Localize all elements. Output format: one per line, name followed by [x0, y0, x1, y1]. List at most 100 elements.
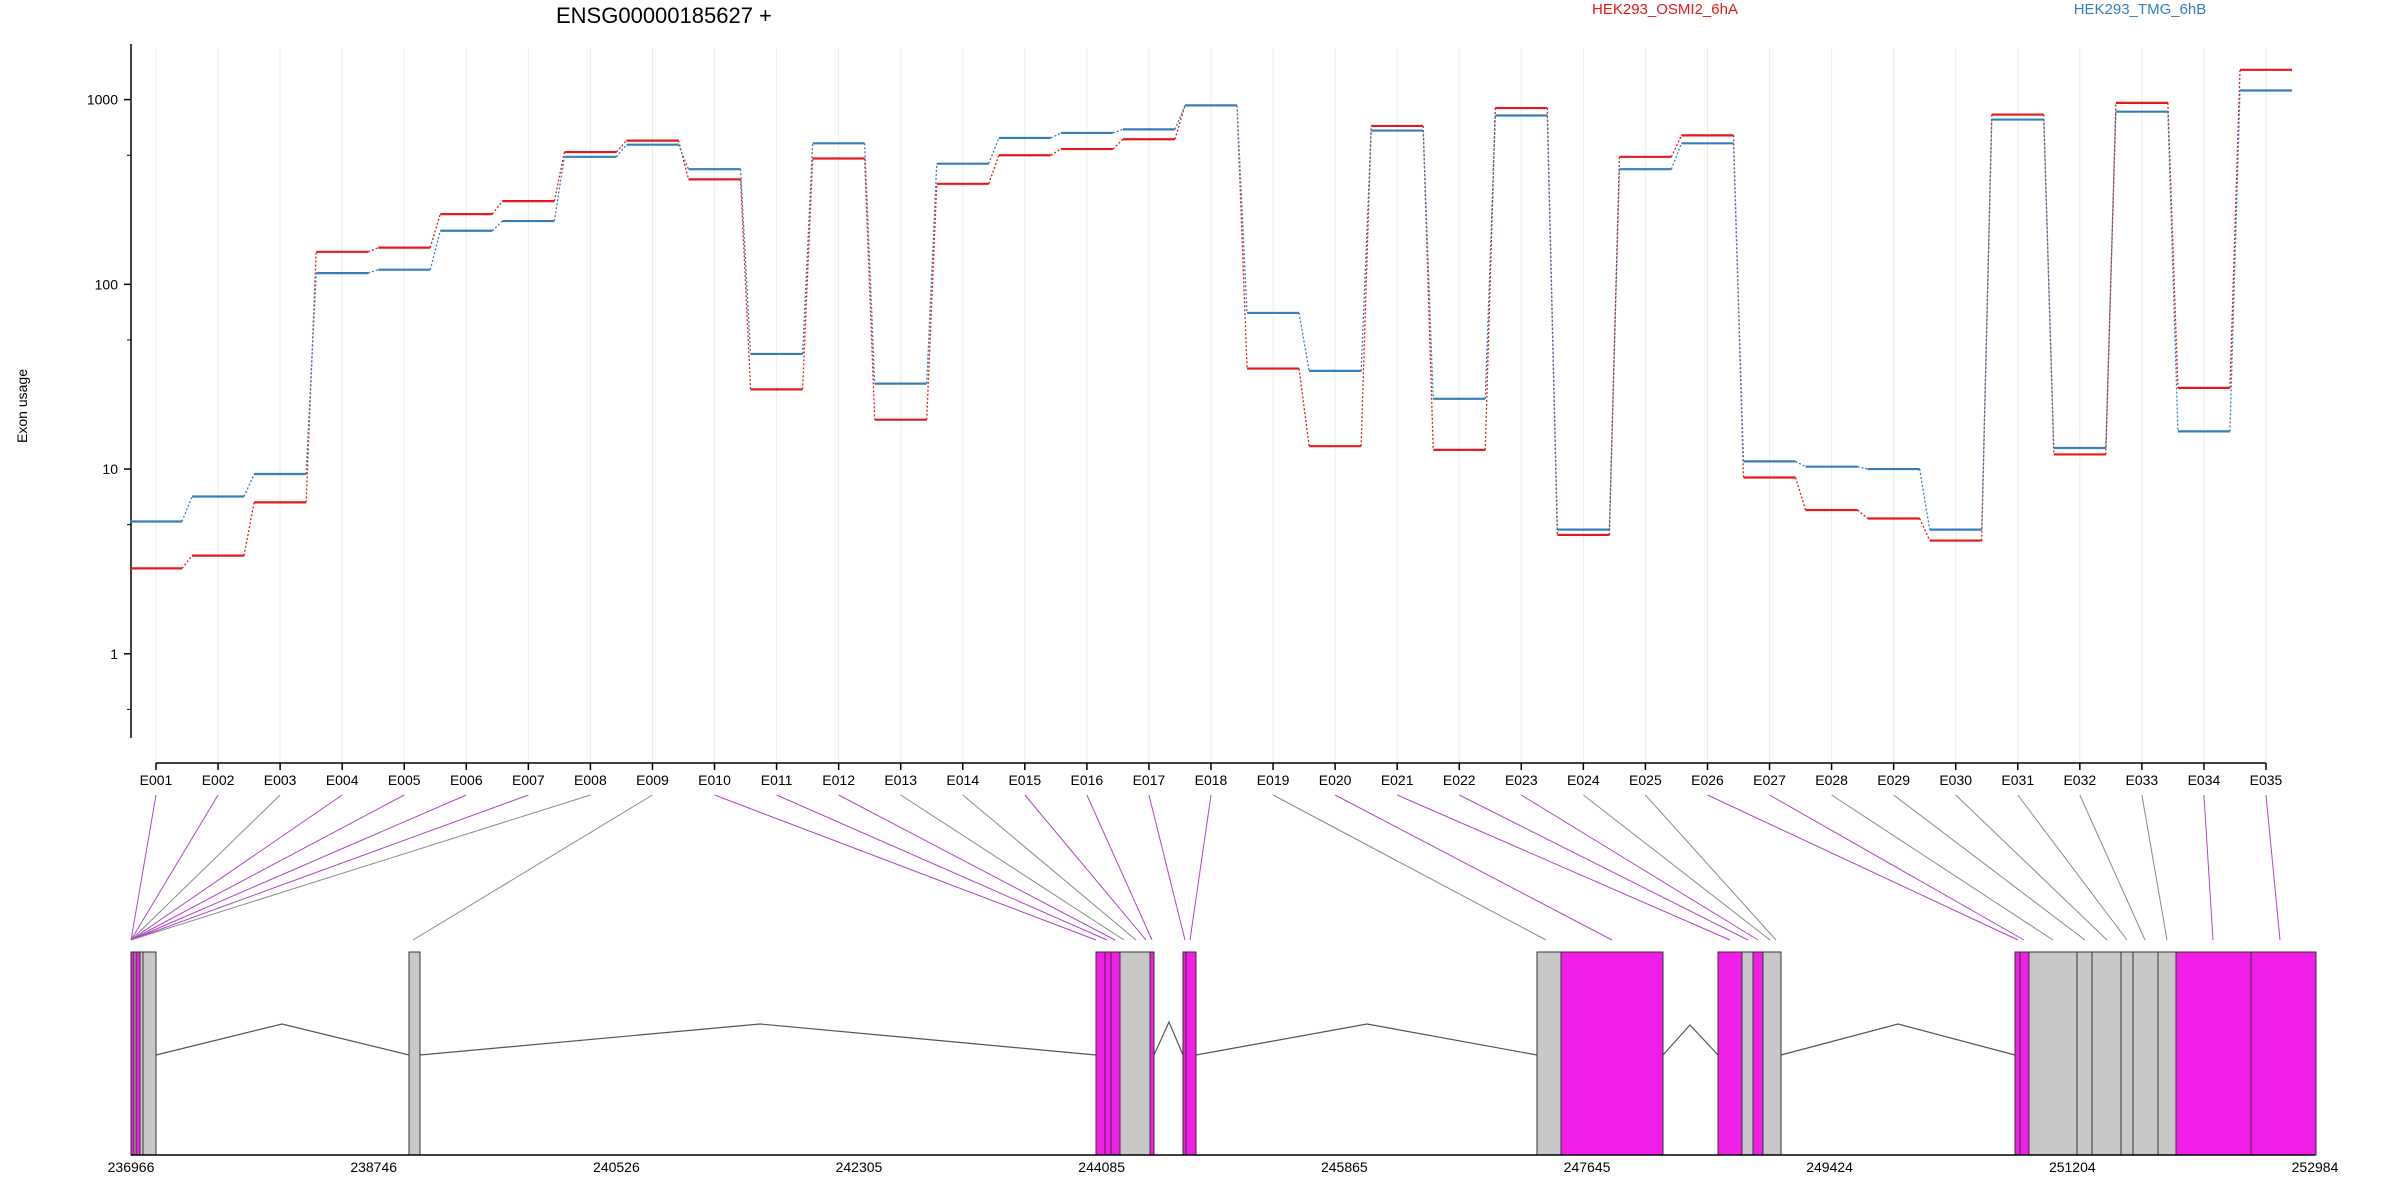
exon-box [1536, 951, 1562, 1156]
series-connector [739, 169, 752, 354]
genomic-tick-label-236966: 236966 [108, 1159, 155, 1175]
x-axis: E001 E002 E003 E004 E005 E006 E007 E008 E009 E010… [140, 762, 2283, 788]
series-connector [2167, 102, 2179, 388]
connector-e021 [1396, 794, 1731, 941]
x-tick-label-e030: E030 [1939, 772, 1972, 788]
series-connector [1919, 468, 1931, 530]
connector-e019 [1272, 794, 1547, 941]
intron-1 [155, 1023, 410, 1056]
x-tick-label-e003: E003 [264, 772, 297, 788]
connector-e020 [1334, 794, 1613, 941]
connector-e016 [1086, 794, 1153, 941]
x-tick-label-e017: E017 [1133, 772, 1166, 788]
connector-e024 [1583, 794, 1771, 941]
connector-e023 [1521, 794, 1759, 941]
series-connector [1981, 114, 1993, 541]
x-tick-label-e021: E021 [1381, 772, 1414, 788]
y-tick-label-10: 10 [102, 461, 118, 477]
series-connector [1112, 128, 1124, 134]
genomic-tick-label-251204: 251204 [2049, 1159, 2096, 1175]
series-connector [1732, 143, 1745, 462]
connector-e008 [130, 794, 591, 941]
series-connector [491, 220, 503, 232]
exon-box [142, 951, 157, 1156]
series-connector [1546, 115, 1559, 530]
series-connector [1484, 108, 1496, 450]
x-tick-label-e018: E018 [1195, 772, 1228, 788]
series-connector [988, 137, 1000, 164]
x-tick-label-e029: E029 [1877, 772, 1910, 788]
series-connector [1670, 143, 1683, 170]
x-tick-label-e004: E004 [326, 772, 359, 788]
exon-box [1119, 951, 1151, 1156]
exon-box [2250, 951, 2317, 1156]
genomic-axis: 236966 238746 240526 242305 244085 245865 2476… [108, 1154, 2339, 1175]
series-connector [1608, 156, 1621, 535]
exon-box [1149, 951, 1155, 1156]
series-connector [2043, 114, 2055, 455]
x-tick-label-e032: E032 [2063, 772, 2096, 788]
series-connector [429, 213, 441, 248]
x-tick-label-e006: E006 [450, 772, 483, 788]
exon-box [1752, 951, 1764, 1156]
exon-box [408, 951, 421, 1156]
series-connector [2105, 102, 2117, 455]
grid [155, 48, 2267, 762]
x-tick-label-e034: E034 [2188, 772, 2221, 788]
connector-e004 [130, 794, 343, 941]
exon-box [2132, 951, 2159, 1156]
connector-e013 [900, 794, 1125, 941]
genomic-tick-label-252984: 252984 [2292, 1159, 2339, 1175]
exon-box [2091, 951, 2122, 1156]
exon-box [2014, 951, 2021, 1156]
gene-model [130, 951, 2317, 1156]
x-tick-label-e007: E007 [512, 772, 545, 788]
x-tick-label-e012: E012 [822, 772, 855, 788]
x-tick-label-e028: E028 [1815, 772, 1848, 788]
series-connector [243, 473, 255, 497]
series-connector [1050, 148, 1062, 156]
series-connector [801, 158, 814, 390]
series-connector [2229, 69, 2241, 388]
genomic-tick-label-247645: 247645 [1564, 1159, 1611, 1175]
connector-e012 [838, 794, 1116, 941]
x-tick-label-e035: E035 [2250, 772, 2283, 788]
y-tick-label-1: 1 [110, 646, 118, 662]
x-tick-label-e024: E024 [1567, 772, 1600, 788]
series-connector [801, 143, 814, 354]
exon-box [2028, 951, 2078, 1156]
connector-e034 [2203, 794, 2214, 941]
connector-e010 [714, 794, 1097, 941]
connector-e029 [1893, 794, 2086, 941]
series-connector [926, 163, 938, 384]
series-connector [181, 496, 193, 522]
legend-entry-osmi2: HEK293_OSMI2_6hA [1592, 1, 1738, 18]
connector-e006 [130, 794, 467, 941]
exon-box [1762, 951, 1782, 1156]
connector-e025 [1645, 794, 1777, 941]
series-hek293-tmg-6hb [130, 89, 2292, 531]
connector-e027 [1769, 794, 2025, 941]
y-axis-label: Exon usage [14, 369, 30, 443]
series-connector [1236, 105, 1248, 313]
series-connector [2105, 111, 2117, 449]
x-tick-label-e020: E020 [1319, 772, 1352, 788]
intron-2 [419, 1023, 1097, 1056]
series-connector [615, 140, 627, 153]
x-tick-label-e013: E013 [884, 772, 917, 788]
series-connector [491, 200, 503, 215]
exon-box [2019, 951, 2030, 1156]
genomic-tick-label-240526: 240526 [593, 1159, 640, 1175]
x-tick-label-e016: E016 [1071, 772, 1104, 788]
x-tick-label-e008: E008 [574, 772, 607, 788]
genomic-tick-label-242305: 242305 [836, 1159, 883, 1175]
connector-e022 [1459, 794, 1749, 941]
legend-entry-tmg: HEK293_TMG_6hB [2074, 1, 2207, 18]
series-connector [1050, 132, 1062, 139]
x-tick-label-e019: E019 [1257, 772, 1290, 788]
series-connector [1174, 105, 1186, 130]
series-connector [367, 269, 379, 274]
x-tick-label-e011: E011 [761, 772, 793, 788]
series-connector [1236, 105, 1248, 369]
